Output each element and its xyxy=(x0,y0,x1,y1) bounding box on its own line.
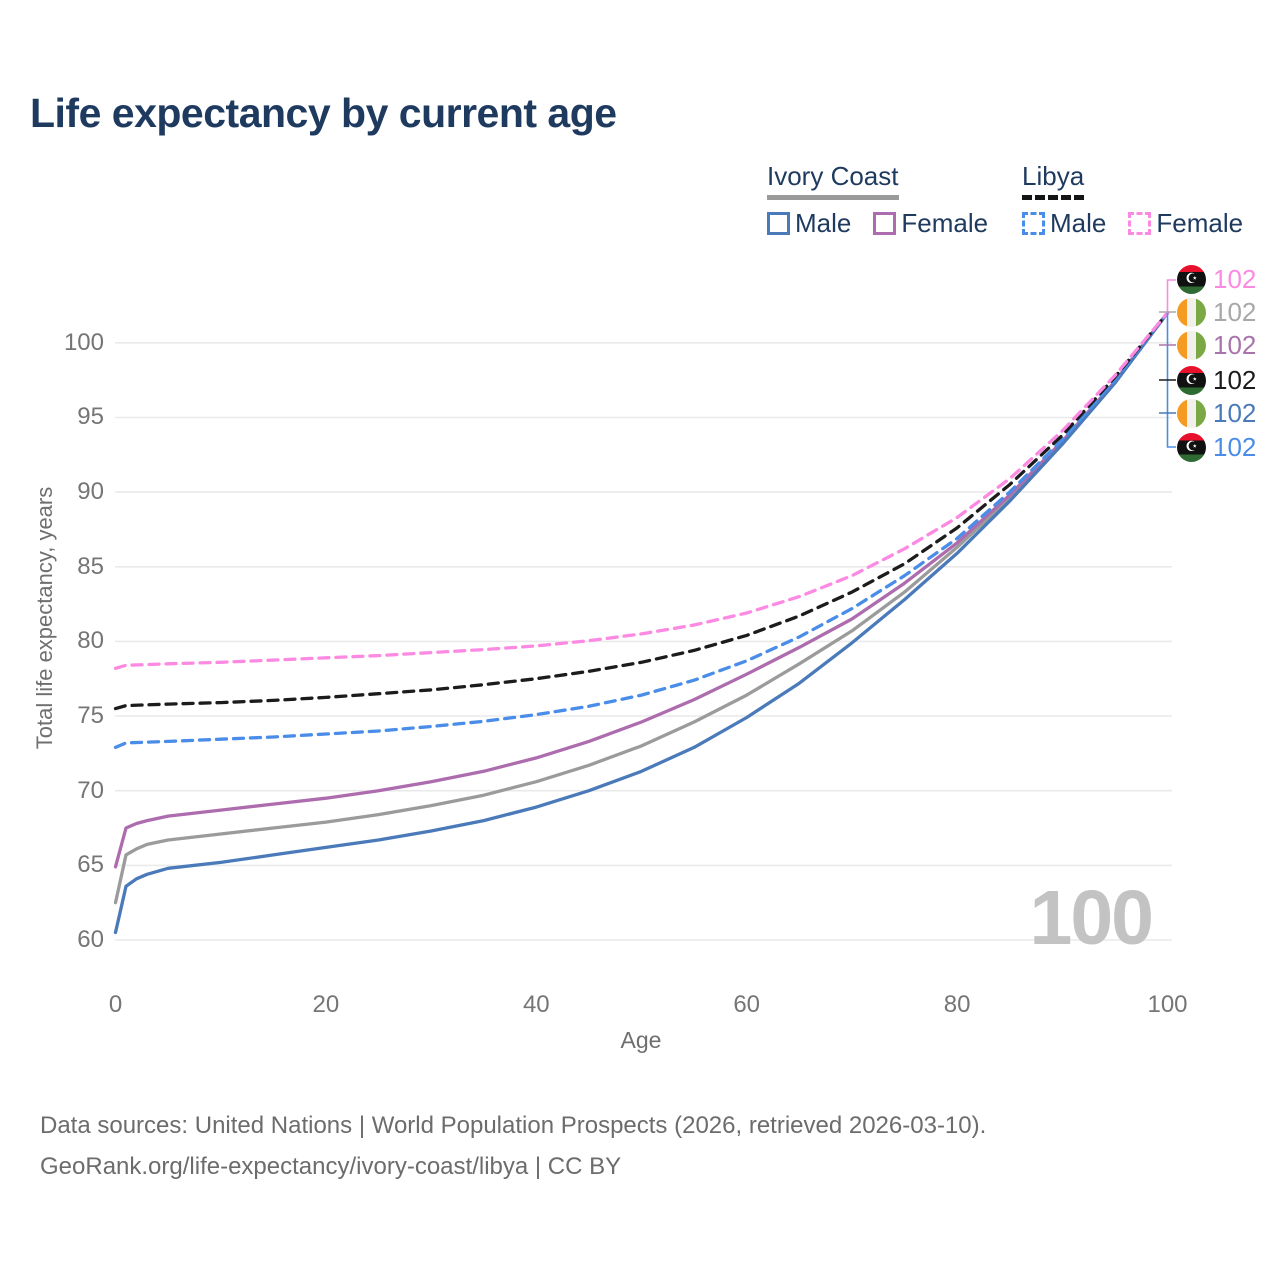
line-style-swatch-icon xyxy=(767,212,790,235)
crescent-star-icon: ☪ xyxy=(1185,372,1198,388)
end-label-libya-total: ☪ 102 xyxy=(1177,365,1256,395)
x-tick-label: 20 xyxy=(312,991,340,1018)
data-source-attribution: Data sources: United Nations | World Pop… xyxy=(40,1105,986,1187)
libya-flag-icon: ☪ xyxy=(1177,365,1206,395)
end-value: 102 xyxy=(1213,397,1257,428)
y-tick-label: 65 xyxy=(77,851,104,879)
end-value: 102 xyxy=(1213,364,1257,395)
line-style-swatch-icon xyxy=(1128,212,1152,235)
ivory-coast-flag-icon xyxy=(1177,297,1206,327)
y-tick-label: 90 xyxy=(77,478,104,506)
end-value: 102 xyxy=(1213,329,1257,360)
footer-line-2: GeoRank.org/life-expectancy/ivory-coast/… xyxy=(40,1153,622,1180)
crescent-star-icon: ☪ xyxy=(1185,439,1198,455)
end-label-libya-male: ☪ 102 xyxy=(1177,432,1256,462)
x-tick-label: 80 xyxy=(943,991,971,1018)
y-tick-label: 60 xyxy=(77,926,104,953)
libya-flag-icon: ☪ xyxy=(1177,432,1206,462)
x-tick-label: 40 xyxy=(522,991,550,1018)
y-tick-label: 95 xyxy=(77,403,104,431)
x-axis-title: Age xyxy=(620,1027,662,1053)
end-label-ivory-coast-total: 102 xyxy=(1177,297,1256,327)
footer-line-1: Data sources: United Nations | World Pop… xyxy=(40,1112,987,1139)
y-tick-label: 100 xyxy=(63,328,104,356)
x-tick-label: 60 xyxy=(733,991,761,1018)
y-tick-label: 80 xyxy=(77,627,104,655)
line-style-swatch-icon xyxy=(873,212,897,235)
end-value: 102 xyxy=(1213,431,1257,462)
legend-item-libya-male[interactable]: Male xyxy=(1022,208,1106,239)
line-style-swatch-icon xyxy=(1022,212,1045,235)
legend-group-libya: Libya Male Female xyxy=(1022,161,1265,239)
libya-flag-icon: ☪ xyxy=(1177,264,1206,294)
x-tick-label: 0 xyxy=(108,991,123,1018)
y-tick-label: 70 xyxy=(77,776,104,804)
end-value: 102 xyxy=(1213,263,1257,294)
legend-group-ivory-coast: Ivory Coast Male Female xyxy=(767,161,1010,239)
end-label-libya-female: ☪ 102 xyxy=(1177,264,1256,294)
crescent-star-icon: ☪ xyxy=(1185,271,1198,287)
legend-item-libya-female[interactable]: Female xyxy=(1128,208,1243,239)
legend-group-title: Libya xyxy=(1022,161,1085,200)
end-value: 102 xyxy=(1213,296,1257,327)
x-tick-label: 100 xyxy=(1147,991,1188,1018)
ivory-coast-flag-icon xyxy=(1177,330,1206,360)
page-title: Life expectancy by current age xyxy=(30,90,617,136)
legend-item-ivory-coast-female[interactable]: Female xyxy=(873,208,988,239)
end-label-ivory-coast-male: 102 xyxy=(1177,398,1256,428)
ivory-coast-flag-icon xyxy=(1177,398,1206,428)
legend-group-title: Ivory Coast xyxy=(767,161,899,200)
legend-item-ivory-coast-male[interactable]: Male xyxy=(767,208,851,239)
age-counter-watermark: 100 xyxy=(1029,875,1154,961)
y-tick-label: 85 xyxy=(77,552,104,580)
y-tick-label: 75 xyxy=(77,702,104,730)
end-label-ivory-coast-female: 102 xyxy=(1177,330,1256,360)
